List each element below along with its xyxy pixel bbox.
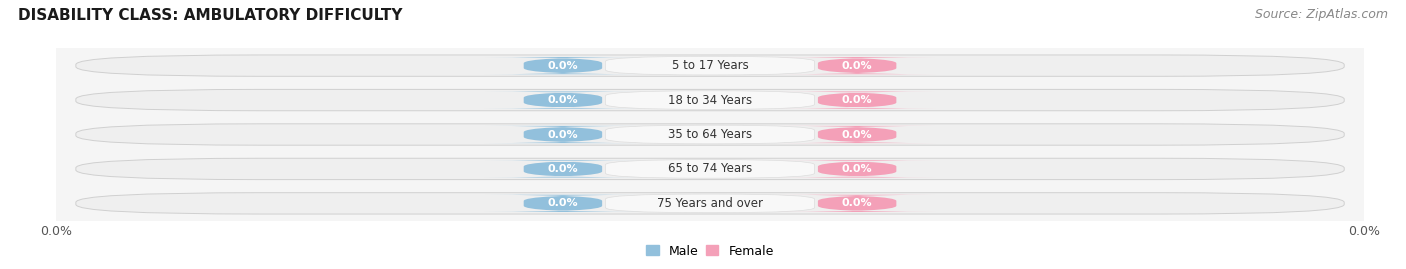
FancyBboxPatch shape [76,124,1344,145]
FancyBboxPatch shape [779,126,935,143]
Text: 0.0%: 0.0% [842,95,873,105]
FancyBboxPatch shape [606,125,814,144]
FancyBboxPatch shape [76,55,1344,76]
FancyBboxPatch shape [779,91,935,109]
FancyBboxPatch shape [485,57,641,74]
FancyBboxPatch shape [779,195,935,212]
FancyBboxPatch shape [76,158,1344,180]
FancyBboxPatch shape [779,160,935,178]
Text: 18 to 34 Years: 18 to 34 Years [668,94,752,107]
FancyBboxPatch shape [606,194,814,213]
FancyBboxPatch shape [76,193,1344,214]
FancyBboxPatch shape [606,160,814,178]
Text: 65 to 74 Years: 65 to 74 Years [668,162,752,175]
Text: 0.0%: 0.0% [842,61,873,71]
FancyBboxPatch shape [485,126,641,143]
FancyBboxPatch shape [606,91,814,109]
FancyBboxPatch shape [485,195,641,212]
FancyBboxPatch shape [485,160,641,178]
Legend: Male, Female: Male, Female [641,239,779,263]
Text: 75 Years and over: 75 Years and over [657,197,763,210]
Text: 0.0%: 0.0% [547,129,578,140]
FancyBboxPatch shape [76,89,1344,111]
Text: 0.0%: 0.0% [842,164,873,174]
Text: 0.0%: 0.0% [842,129,873,140]
FancyBboxPatch shape [606,56,814,75]
Text: 0.0%: 0.0% [842,198,873,208]
Text: 0.0%: 0.0% [547,198,578,208]
Text: Source: ZipAtlas.com: Source: ZipAtlas.com [1254,8,1388,21]
FancyBboxPatch shape [779,57,935,74]
FancyBboxPatch shape [485,91,641,109]
Text: 35 to 64 Years: 35 to 64 Years [668,128,752,141]
Text: 5 to 17 Years: 5 to 17 Years [672,59,748,72]
Text: 0.0%: 0.0% [547,164,578,174]
Text: 0.0%: 0.0% [547,95,578,105]
Text: 0.0%: 0.0% [547,61,578,71]
Text: DISABILITY CLASS: AMBULATORY DIFFICULTY: DISABILITY CLASS: AMBULATORY DIFFICULTY [18,8,402,23]
